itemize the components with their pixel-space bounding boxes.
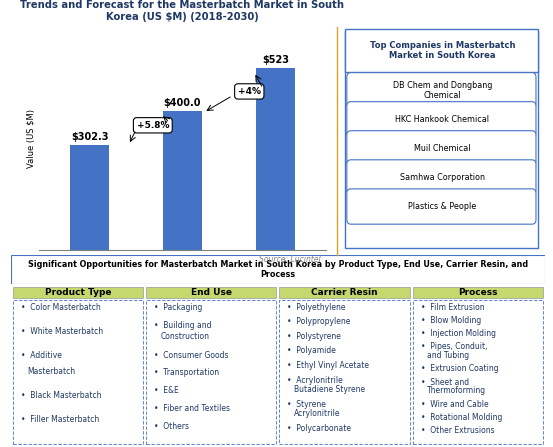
Text: Carrier Resin: Carrier Resin (311, 287, 378, 296)
FancyBboxPatch shape (347, 73, 536, 108)
Text: •  Black Masterbatch: • Black Masterbatch (20, 391, 101, 400)
FancyBboxPatch shape (345, 31, 538, 248)
Text: Process: Process (458, 287, 498, 296)
Text: •  Consumer Goods: • Consumer Goods (154, 350, 228, 359)
Text: •  White Masterbatch: • White Masterbatch (20, 327, 103, 336)
FancyBboxPatch shape (146, 299, 276, 444)
Bar (256, 67, 295, 250)
Text: •  Polyethylene: • Polyethylene (288, 303, 346, 312)
Text: •  Other Extrusions: • Other Extrusions (421, 426, 494, 435)
FancyBboxPatch shape (13, 287, 143, 298)
FancyBboxPatch shape (146, 287, 276, 298)
Text: Significant Opportunities for Masterbatch Market in South Korea by Product Type,: Significant Opportunities for Masterbatc… (28, 260, 528, 279)
Y-axis label: Value (US $M): Value (US $M) (27, 109, 36, 168)
Text: Acrylonitrile: Acrylonitrile (294, 409, 341, 418)
Title: Trends and Forecast for the Masterbatch Market in South
Korea (US $M) (2018-2030: Trends and Forecast for the Masterbatch … (20, 0, 345, 22)
Text: Source: Lucintel: Source: Lucintel (259, 255, 321, 264)
Text: •  Filler Masterbatch: • Filler Masterbatch (20, 415, 99, 424)
Text: •  Film Extrusion: • Film Extrusion (421, 303, 484, 312)
FancyBboxPatch shape (279, 287, 410, 298)
Text: •  Building and: • Building and (154, 320, 212, 329)
Text: •  Fiber and Textiles: • Fiber and Textiles (154, 404, 230, 413)
Text: End Use: End Use (191, 287, 232, 296)
Text: •  Polycarbonate: • Polycarbonate (288, 424, 352, 433)
FancyBboxPatch shape (345, 29, 538, 72)
Text: HKC Hankook Chemical: HKC Hankook Chemical (395, 115, 489, 124)
Text: Muil Chemical: Muil Chemical (414, 144, 471, 153)
Text: $400.0: $400.0 (164, 98, 201, 108)
Text: •  Rotational Molding: • Rotational Molding (421, 413, 502, 422)
Bar (70, 145, 109, 250)
Text: •  Pipes, Conduit,: • Pipes, Conduit, (421, 342, 487, 351)
Text: $302.3: $302.3 (71, 132, 108, 142)
Text: •  Ethyl Vinyl Acetate: • Ethyl Vinyl Acetate (288, 361, 369, 370)
FancyBboxPatch shape (413, 287, 543, 298)
Text: +4%: +4% (238, 87, 261, 96)
Text: $523: $523 (262, 55, 289, 65)
Text: Plastics & People: Plastics & People (408, 202, 477, 211)
Text: •  Wire and Cable: • Wire and Cable (421, 400, 488, 409)
FancyBboxPatch shape (11, 255, 545, 284)
Text: Masterbatch: Masterbatch (27, 367, 75, 375)
Text: +5.8%: +5.8% (137, 121, 169, 130)
FancyBboxPatch shape (347, 189, 536, 224)
Text: •  Additive: • Additive (20, 351, 61, 360)
FancyBboxPatch shape (347, 160, 536, 195)
Text: •  E&E: • E&E (154, 386, 179, 395)
FancyBboxPatch shape (413, 299, 543, 444)
Text: Thermoforming: Thermoforming (427, 386, 487, 395)
Text: •  Polyamide: • Polyamide (288, 346, 336, 355)
Text: DB Chem and Dongbang
Chemical: DB Chem and Dongbang Chemical (393, 80, 492, 100)
Text: •  Acrylonitrile: • Acrylonitrile (288, 375, 343, 384)
Text: •  Polypropylene: • Polypropylene (288, 317, 351, 326)
FancyBboxPatch shape (347, 102, 536, 137)
Text: •  Transportation: • Transportation (154, 368, 219, 377)
Text: •  Polystyrene: • Polystyrene (288, 332, 341, 341)
Text: Top Companies in Masterbatch
Market in South Korea: Top Companies in Masterbatch Market in S… (369, 41, 515, 60)
Text: Construction: Construction (160, 332, 210, 342)
Bar (163, 111, 202, 250)
Text: Samhwa Corporation: Samhwa Corporation (400, 173, 485, 182)
Text: •  Color Masterbatch: • Color Masterbatch (20, 303, 101, 312)
Text: Product Type: Product Type (44, 287, 111, 296)
Text: •  Sheet and: • Sheet and (421, 378, 469, 387)
Text: •  Others: • Others (154, 422, 189, 431)
FancyBboxPatch shape (13, 299, 143, 444)
Text: •  Styrene: • Styrene (288, 400, 326, 409)
FancyBboxPatch shape (347, 131, 536, 166)
Text: •  Packaging: • Packaging (154, 303, 202, 312)
Text: •  Injection Molding: • Injection Molding (421, 329, 496, 338)
Text: Butadiene Styrene: Butadiene Styrene (294, 385, 365, 394)
FancyBboxPatch shape (279, 299, 410, 444)
Text: •  Extrusion Coating: • Extrusion Coating (421, 364, 498, 373)
Text: •  Blow Molding: • Blow Molding (421, 316, 481, 325)
Text: and Tubing: and Tubing (427, 351, 469, 360)
